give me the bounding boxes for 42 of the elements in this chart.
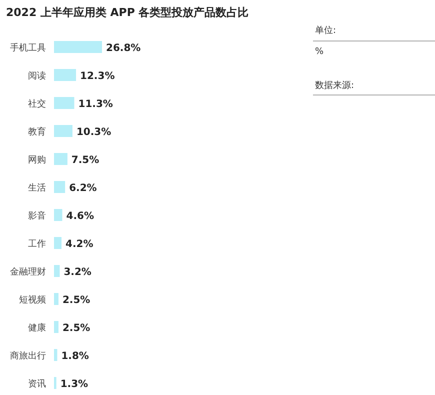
- bar: [54, 293, 58, 305]
- y-tick-label: 手机工具: [10, 42, 46, 54]
- data-label: 6.2%: [69, 183, 97, 194]
- data-label: 3.2%: [64, 267, 92, 278]
- bar: [54, 237, 62, 249]
- data-label: 10.3%: [76, 127, 112, 138]
- text: 单位:: [315, 25, 336, 36]
- data-label: 2.5%: [62, 323, 90, 334]
- y-tick-label: 网购: [28, 154, 46, 166]
- data-label: 26.8%: [106, 43, 141, 54]
- source-note: 数据来源:: [315, 80, 354, 91]
- data-label: 1.8%: [61, 351, 89, 362]
- bar: [54, 69, 76, 81]
- data-label: 4.6%: [66, 211, 94, 222]
- data-label: 11.3%: [78, 99, 113, 110]
- y-tick-label: 影音: [28, 210, 46, 222]
- y-tick-label: 商旅出行: [10, 350, 46, 362]
- bar: [54, 349, 58, 361]
- y-tick-label: 金融理财: [10, 266, 46, 278]
- data-label: 4.2%: [66, 239, 94, 250]
- bar: [54, 209, 62, 221]
- text: %: [315, 47, 324, 57]
- data-label: 12.3%: [80, 71, 115, 82]
- y-tick-label: 阅读: [28, 70, 46, 82]
- bar: [54, 321, 58, 333]
- y-tick-label: 健康: [28, 322, 46, 334]
- y-tick-label: 社交: [28, 98, 46, 110]
- y-tick-label: 短视频: [19, 294, 46, 306]
- y-tick-label: 资讯: [28, 378, 46, 390]
- data-label: 7.5%: [71, 155, 100, 166]
- y-tick-label: 生活: [28, 182, 46, 194]
- data-label: 1.3%: [60, 379, 88, 390]
- y-tick-label: 教育: [28, 126, 46, 138]
- bar: [54, 153, 68, 165]
- bar: [54, 265, 60, 277]
- y-tick-label: 工作: [28, 238, 46, 250]
- bar: [54, 181, 66, 193]
- bar: [54, 97, 74, 109]
- bar: [54, 125, 72, 137]
- bar: [54, 41, 102, 53]
- text: 2022 上半年应用类 APP 各类型投放产品数占比: [6, 6, 249, 19]
- data-label: 2.5%: [62, 295, 90, 306]
